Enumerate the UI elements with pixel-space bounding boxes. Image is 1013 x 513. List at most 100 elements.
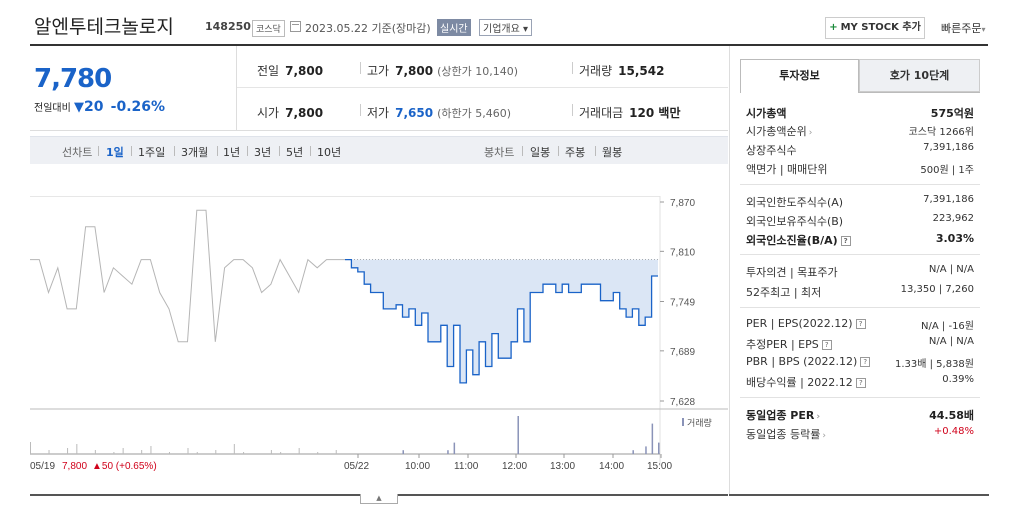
- volume-bar: [298, 448, 300, 454]
- row-value: N/A | N/A: [928, 264, 974, 275]
- stat-low: 저가 7,650 (하한가 5,460): [367, 104, 511, 121]
- range-5y[interactable]: 5년: [286, 146, 304, 159]
- row-value: 500원 | 1주: [920, 165, 974, 176]
- divider: [740, 307, 980, 308]
- panel-bottom-border: [729, 494, 989, 496]
- candle-monthly[interactable]: 월봉: [602, 146, 623, 159]
- current-price-box: 7,780 전일대비 ▼20 -0.26%: [30, 46, 237, 131]
- divider: [98, 146, 99, 156]
- y-tick-label: 7,749: [670, 298, 695, 309]
- quick-order-dropdown[interactable]: 빠른주문▾: [941, 20, 986, 36]
- row-value: +0.48%: [933, 426, 974, 437]
- add-mystock-button[interactable]: + MY STOCK 추가: [825, 17, 925, 39]
- row-label: 외국인한도주식수(A): [746, 196, 844, 209]
- x-tick-label: 10:00: [405, 461, 430, 472]
- stat-label: 고가: [367, 64, 390, 78]
- range-1w[interactable]: 1주일: [138, 146, 166, 159]
- prev-day-change: ▲50 (+0.65%): [92, 461, 157, 472]
- volume-legend-swatch: [682, 418, 684, 426]
- realtime-badge[interactable]: 실시간: [437, 19, 471, 36]
- range-3m[interactable]: 3개월: [181, 146, 209, 159]
- row-value: 575억원: [930, 107, 974, 120]
- info-tabs: 투자정보 호가 10단계: [740, 59, 980, 92]
- range-10y[interactable]: 10년: [317, 146, 342, 159]
- divider: [247, 146, 248, 156]
- stat-value: 15,542: [618, 64, 665, 78]
- volume-bar: [280, 452, 282, 454]
- volume-bar: [94, 450, 96, 454]
- candle-daily[interactable]: 일봉: [530, 146, 551, 159]
- row-label-text: PBR | BPS (2022.12): [746, 355, 858, 368]
- row-52week: 52주최고 | 최저 13,350 | 7,260: [746, 282, 974, 300]
- volume-bar: [658, 442, 660, 454]
- volume-bar: [233, 444, 235, 454]
- y-tick-label: 7,628: [670, 397, 695, 408]
- change-value: 20: [84, 99, 104, 115]
- x-tick-label: 14:00: [599, 461, 624, 472]
- stat-sub: (상한가 10,140): [437, 65, 518, 78]
- stat-sub: (하한가 5,460): [437, 107, 511, 120]
- row-market-cap: 시가총액 575억원: [746, 103, 974, 121]
- help-icon[interactable]: ?: [821, 340, 832, 350]
- divider: [279, 146, 280, 156]
- quick-order-label: 빠른주문: [941, 22, 982, 35]
- calendar-icon: [290, 21, 301, 32]
- row-label: 배당수익률 | 2022.12?: [746, 374, 866, 390]
- range-1d[interactable]: 1일: [106, 146, 124, 159]
- row-value: N/A | N/A: [928, 336, 974, 347]
- range-3y[interactable]: 3년: [254, 146, 272, 159]
- help-icon[interactable]: ?: [840, 236, 851, 246]
- divider: [360, 62, 361, 74]
- row-est-per: 추정PER | EPS? N/A | N/A: [746, 334, 974, 352]
- header-divider: [30, 44, 988, 46]
- volume-bar: [517, 416, 519, 454]
- x-tick-label: 11:00: [454, 461, 479, 472]
- stat-volume: 거래량 15,542: [579, 62, 664, 79]
- row-label: 시가총액순위 ›: [746, 123, 812, 139]
- stat-value: 7,800: [395, 64, 434, 78]
- prev-day-date: 05/19: [30, 461, 55, 472]
- volume-bar: [215, 450, 217, 454]
- divider: [310, 146, 311, 156]
- row-value: 0.39%: [942, 374, 974, 385]
- line-chart-label: 선차트: [62, 146, 93, 159]
- tab-orderbook[interactable]: 호가 10단계: [859, 59, 980, 92]
- help-icon[interactable]: ?: [860, 357, 871, 367]
- row-label: 외국인소진율(B/A)?: [746, 232, 851, 248]
- stat-value: 7,650: [395, 106, 434, 120]
- row-industry-per[interactable]: 동일업종 PER › 44.58배: [746, 405, 974, 423]
- price-stats: 전일 7,800 고가 7,800 (상한가 10,140) 거래량 15,542 시가…: [237, 46, 728, 131]
- chevron-down-icon: ▾: [981, 25, 986, 34]
- stat-label: 시가: [257, 106, 280, 120]
- previous-day-line: [30, 209, 345, 343]
- row-label: 투자의견 | 목표주가: [746, 266, 838, 279]
- row-industry-rate[interactable]: 동일업종 등락률 › +0.48%: [746, 424, 974, 442]
- volume-legend-label: 거래량: [687, 417, 712, 428]
- row-per: PER | EPS(2022.12)? N/A | -16원: [746, 315, 974, 333]
- row-dividend: 배당수익률 | 2022.12? 0.39%: [746, 372, 974, 390]
- volume-bar: [76, 444, 78, 454]
- collapse-chart-button[interactable]: ▲: [360, 494, 398, 504]
- row-value: 코스닥 1266위: [908, 127, 974, 138]
- company-overview-dropdown[interactable]: 기업개요 ▾: [479, 19, 533, 36]
- intraday-chart[interactable]: 7,870 7,810 7,749 7,689 7,628 거래량 05/22 10:00 11…: [30, 195, 728, 496]
- range-1y[interactable]: 1년: [223, 146, 241, 159]
- help-icon[interactable]: ?: [855, 378, 866, 388]
- x-tick-label: 05/22: [344, 461, 369, 472]
- row-value: 7,391,186: [923, 194, 974, 205]
- row-market-cap-rank[interactable]: 시가총액순위 › 코스닥 1266위: [746, 121, 974, 139]
- date-text: 2023.05.22 기준(장마감): [305, 22, 431, 35]
- tab-investment-info[interactable]: 투자정보: [740, 59, 859, 92]
- current-price: 7,780: [34, 64, 112, 94]
- volume-bar: [453, 442, 456, 454]
- row-label-text: 시가총액순위: [746, 125, 807, 138]
- divider: [360, 104, 361, 116]
- row-value: 13,350 | 7,260: [900, 284, 974, 295]
- volume-bar: [150, 446, 152, 454]
- stock-name: 알엔투테크놀로지: [34, 16, 174, 38]
- row-label: PBR | BPS (2022.12)?: [746, 355, 871, 368]
- help-icon[interactable]: ?: [855, 319, 866, 329]
- candle-weekly[interactable]: 주봉: [565, 146, 586, 159]
- stat-value: 7,800: [285, 106, 324, 120]
- stat-label: 거래량: [579, 64, 613, 78]
